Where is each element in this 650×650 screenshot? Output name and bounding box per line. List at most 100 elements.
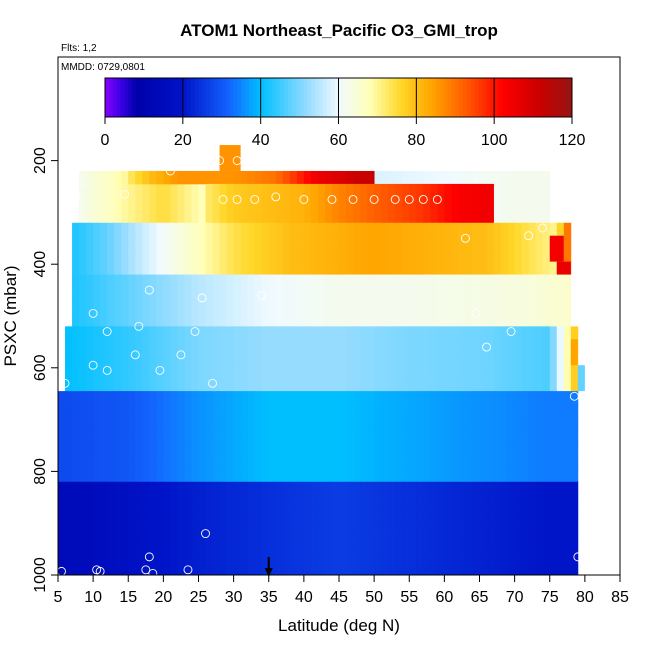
heatmap-cell [65,455,73,470]
heatmap-cell [514,481,523,496]
heatmap-cell [156,546,164,560]
colorbar-tick-label: 40 [252,132,270,149]
heatmap-cell [479,209,487,224]
observation-point [144,285,154,295]
heatmap-cell [331,313,340,327]
heatmap-cell [93,274,101,288]
heatmap-cell [121,300,129,314]
heatmap-cell [72,429,80,444]
heatmap-cell [289,209,298,224]
heatmap-cell [416,326,424,340]
heatmap-cell [423,494,431,509]
heatmap-cell [296,520,305,534]
heatmap-cell [184,455,192,470]
colorbar-swatch [435,78,441,117]
heatmap-cell [149,274,157,288]
heatmap-cell [367,300,375,314]
heatmap-cell [205,300,213,314]
heatmap-cell [107,196,115,211]
colorbar-swatch [151,78,157,117]
heatmap-cell [479,261,487,275]
heatmap-cell [268,494,277,509]
heatmap-cell [521,559,530,573]
heatmap-cell [367,209,375,224]
heatmap-cell [556,222,565,237]
heatmap-cell [282,481,291,496]
heatmap-cell [437,455,445,470]
heatmap-cell [570,572,579,576]
heatmap-cell [514,559,523,573]
heatmap-cell [247,365,256,379]
heatmap-cell [212,404,220,418]
colorbar-swatch [132,78,137,117]
heatmap-cell [156,339,164,353]
heatmap-cell [240,365,249,379]
heatmap-cell [289,533,298,547]
heatmap-cell [331,572,340,576]
heatmap-cell [402,209,410,224]
heatmap-cell [254,352,263,366]
heatmap-cell [289,183,298,198]
heatmap-cell [219,391,227,405]
heatmap-cell [198,313,206,327]
heatmap-cell [156,196,164,211]
heatmap-cell [444,417,452,431]
heatmap-cell [198,455,206,470]
observation-point [141,565,151,575]
heatmap-cell [289,365,298,379]
heatmap-cell [374,326,382,340]
heatmap-cell [191,222,199,237]
heatmap-cell [100,468,108,483]
heatmap-cell [465,170,473,185]
heatmap-cell [219,183,227,198]
heatmap-cell [500,572,508,576]
heatmap-cell [423,404,431,418]
heatmap-cell [296,300,305,314]
colorbar-swatch [210,78,215,117]
heatmap-cell [360,468,368,483]
heatmap-cell [149,313,157,327]
heatmap-cell [198,235,206,250]
heatmap-cell [542,546,551,560]
heatmap-cell [500,326,508,340]
heatmap-cell [65,352,73,366]
heatmap-cell [451,300,459,314]
heatmap-cell [240,248,249,263]
heatmap-cell [563,429,572,444]
heatmap-cell [346,313,354,327]
heatmap-cell [528,559,537,573]
heatmap-cell [521,417,530,431]
heatmap-cell [465,352,473,366]
observation-point [144,552,154,562]
heatmap-cell [170,481,178,496]
heatmap-cell [93,287,101,301]
heatmap-cell [521,326,530,340]
heatmap-cell [93,507,101,522]
heatmap-cell [444,365,452,379]
heatmap-cell [451,339,459,353]
heatmap-cell [451,559,459,573]
heatmap-cell [254,235,263,250]
heatmap-cell [219,559,227,573]
heatmap-cell [184,391,192,405]
heatmap-cell [317,520,326,534]
heatmap-cell [114,352,122,366]
heatmap-cell [58,455,66,470]
heatmap-cell [275,326,284,340]
colorbar-swatch [206,78,211,117]
heatmap-cell [437,429,445,444]
heatmap-cell [93,248,101,263]
heatmap-cell [570,442,579,457]
colorbar-swatch [361,78,367,117]
heatmap-cell [331,248,340,263]
heatmap-cell [191,235,199,250]
heatmap-cell [346,183,354,198]
heatmap-cell [423,300,431,314]
heatmap-cell [79,261,87,275]
heatmap-cell [521,274,530,288]
heatmap-cell [261,546,270,560]
heatmap-cell [409,352,417,366]
heatmap-cell [219,287,227,301]
colorbar-swatch [533,78,538,117]
heatmap-cell [261,248,270,263]
